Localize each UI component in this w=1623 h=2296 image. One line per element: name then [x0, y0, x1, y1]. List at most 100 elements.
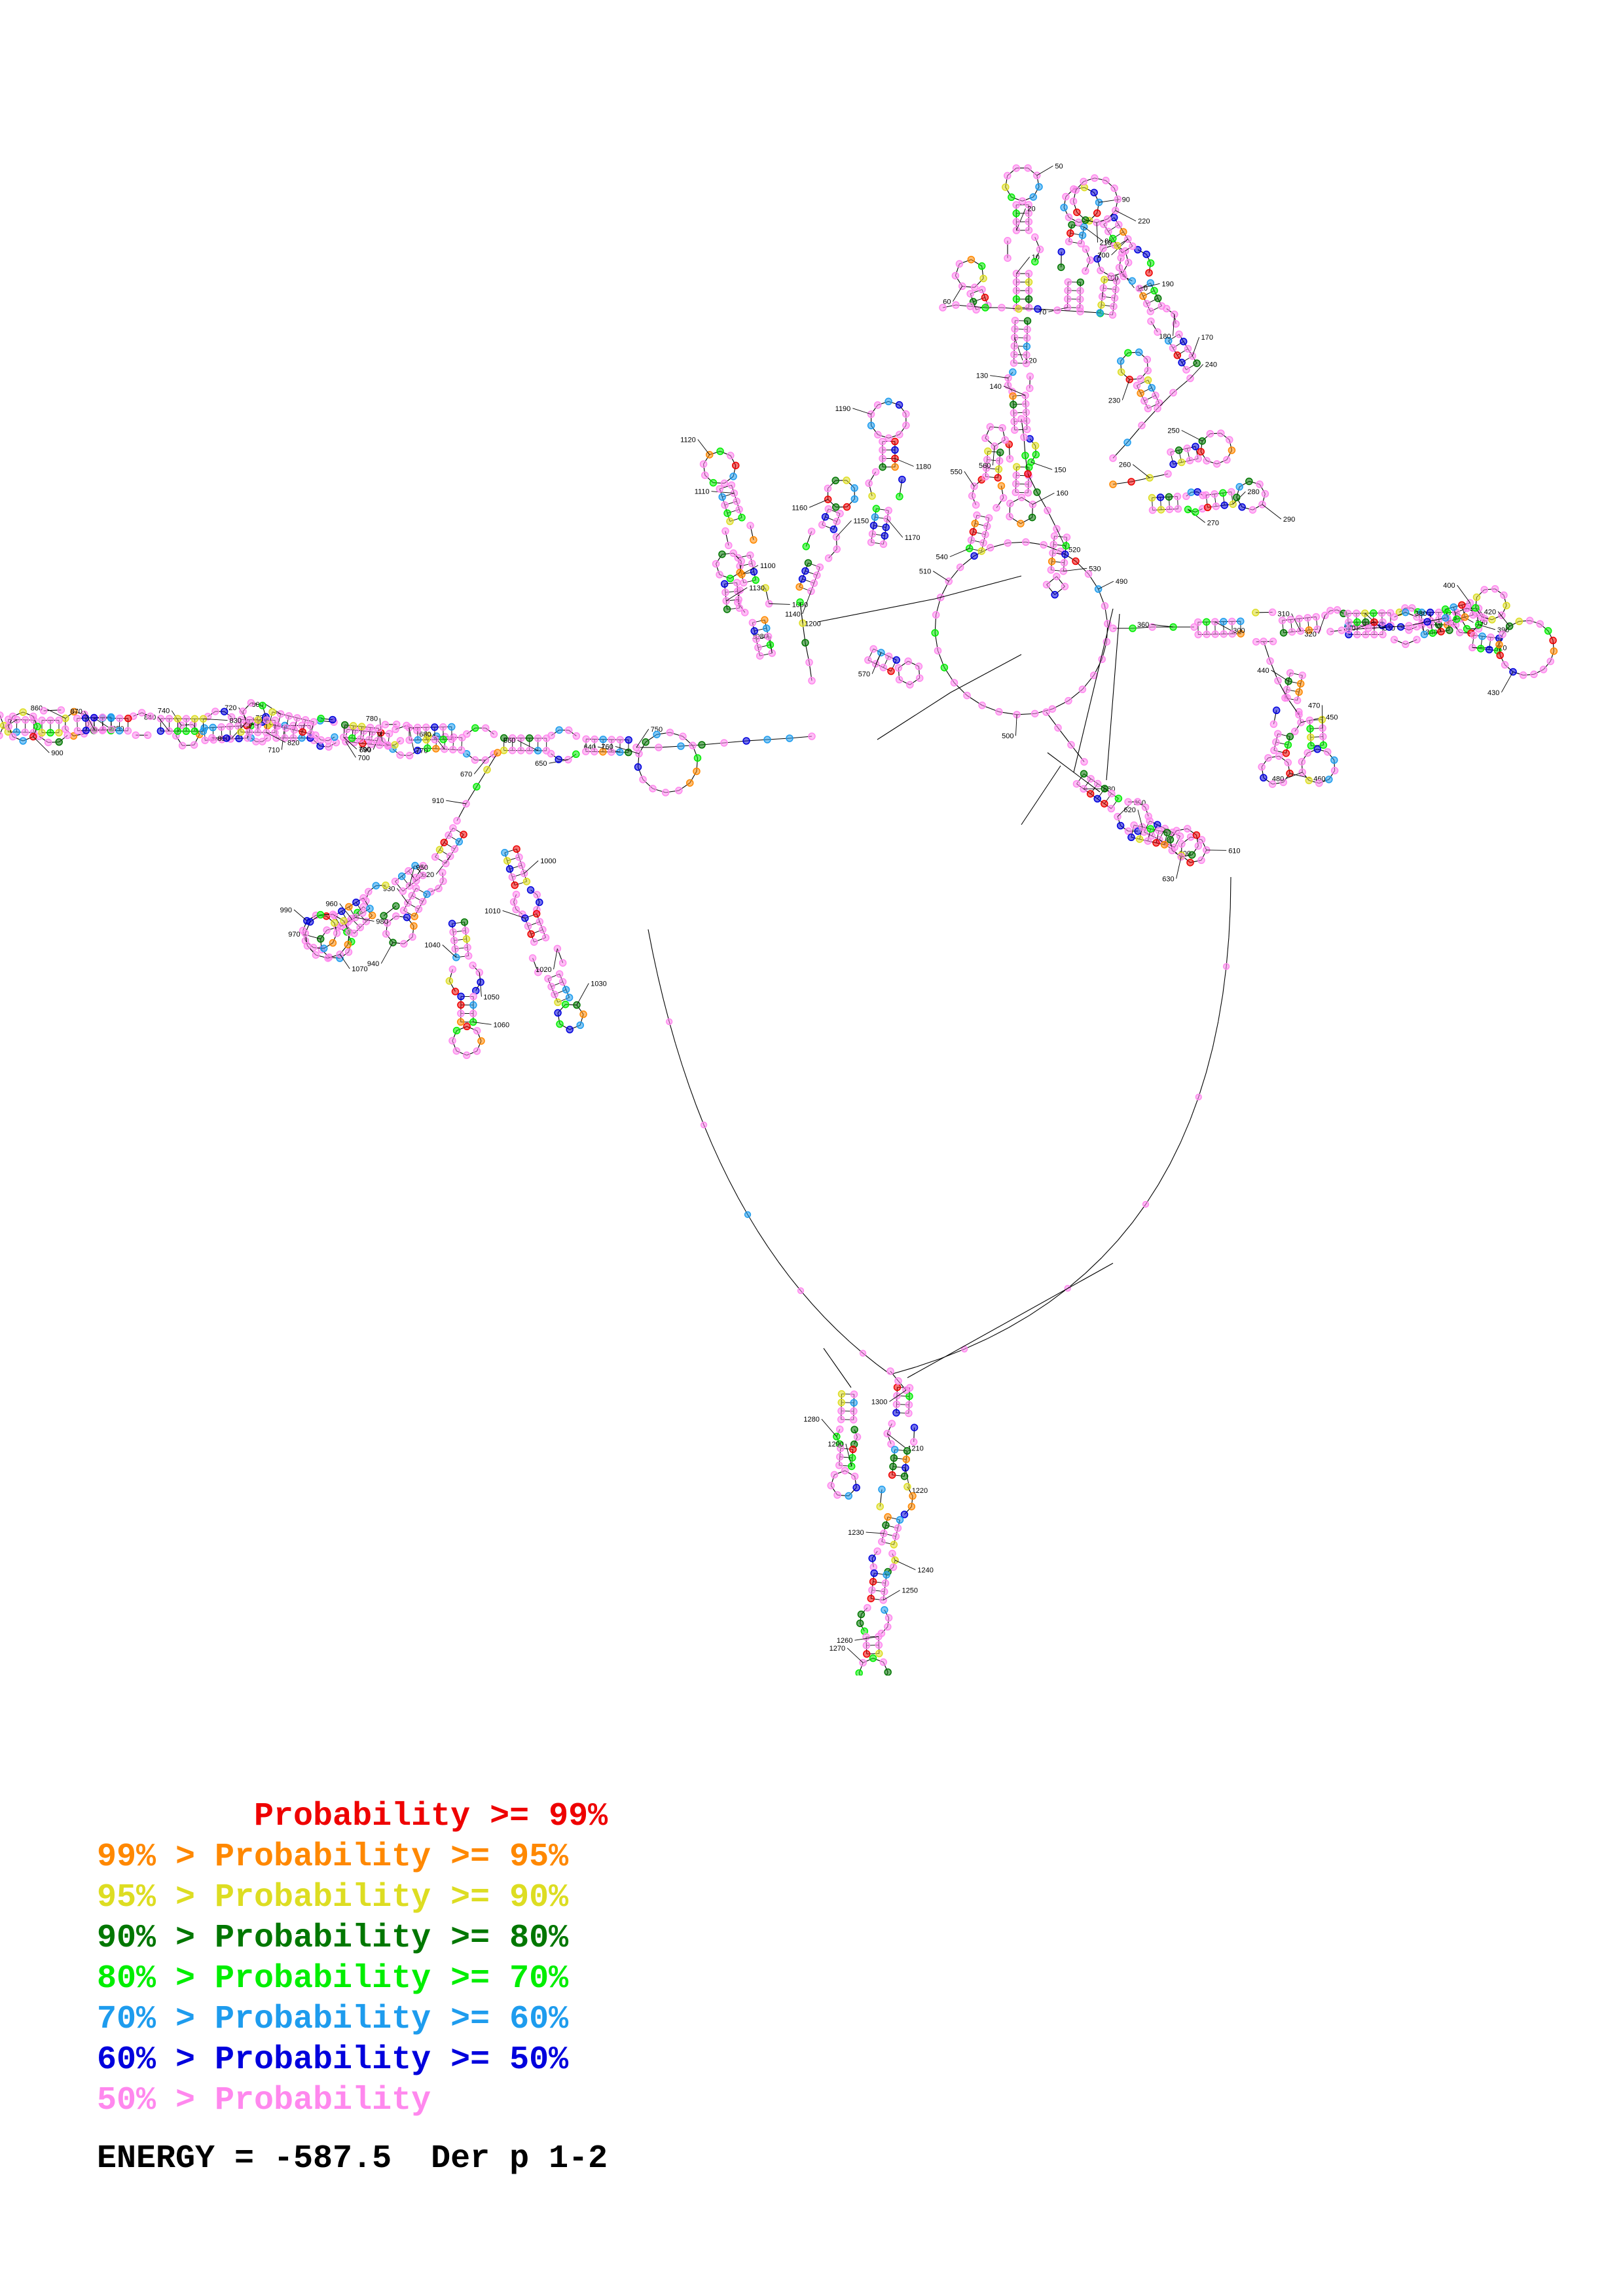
base-node	[805, 658, 813, 666]
base-node	[1319, 732, 1327, 741]
base-node	[290, 726, 299, 734]
base-node	[1144, 367, 1152, 374]
base-node	[1115, 264, 1123, 272]
base-node	[748, 560, 756, 567]
base-position-label: 520	[1068, 547, 1080, 554]
base-node	[55, 728, 63, 737]
base-node	[424, 744, 431, 752]
base-position-label: 230	[1108, 397, 1120, 404]
base-node	[512, 905, 520, 914]
base-node	[1379, 630, 1387, 639]
base-node	[511, 881, 519, 889]
base-node	[525, 747, 534, 755]
base-position-label: 440	[1257, 667, 1269, 675]
base-node	[1426, 608, 1434, 617]
base-node	[237, 728, 245, 736]
base-node	[1065, 238, 1073, 245]
backbone-segment	[1169, 1142, 1181, 1164]
backbone-segment	[576, 983, 589, 1005]
base-node	[46, 728, 54, 737]
base-node	[968, 492, 976, 500]
base-node	[1203, 457, 1211, 465]
base-node	[1093, 255, 1101, 263]
base-node	[1078, 231, 1087, 240]
base-node	[827, 1482, 835, 1490]
base-node	[107, 725, 116, 734]
backbone-segment	[894, 1560, 916, 1570]
base-position-label: 200	[1097, 252, 1109, 260]
base-position-label: 910	[432, 797, 444, 805]
base-node	[977, 262, 986, 270]
base-node	[1076, 287, 1084, 295]
base-node	[1148, 506, 1157, 514]
base-node	[735, 596, 742, 603]
base-node	[345, 928, 354, 936]
base-node	[1154, 404, 1161, 412]
base-node	[824, 484, 832, 492]
base-node	[940, 664, 949, 672]
base-node	[412, 876, 420, 885]
base-node	[1183, 825, 1192, 833]
base-node	[1114, 242, 1122, 250]
base-position-label: 170	[1201, 334, 1213, 342]
base-node	[1025, 278, 1033, 286]
base-node	[1006, 512, 1013, 521]
base-node	[1107, 272, 1115, 280]
base-node	[1101, 800, 1108, 808]
backbone-segment	[1057, 310, 1081, 312]
base-node	[1313, 745, 1321, 753]
base-position-label: 500	[1002, 732, 1013, 740]
base-node	[259, 738, 266, 745]
base-node	[73, 726, 82, 735]
base-node	[1417, 608, 1426, 617]
base-node	[455, 838, 464, 846]
base-node	[477, 978, 484, 986]
base-node	[1109, 234, 1117, 243]
base-position-label: 1020	[536, 966, 551, 974]
base-node	[1154, 295, 1162, 302]
base-node	[317, 715, 325, 723]
base-node	[1197, 448, 1205, 456]
base-node	[1012, 218, 1021, 226]
base-node	[312, 951, 320, 959]
base-node	[1266, 657, 1274, 665]
base-node	[1498, 611, 1506, 619]
base-node	[821, 512, 830, 521]
base-node	[412, 884, 420, 892]
base-node	[982, 464, 991, 473]
base-node	[1390, 636, 1398, 644]
base-node	[894, 664, 903, 672]
base-node	[508, 873, 517, 881]
base-node	[998, 424, 1006, 432]
base-node	[994, 474, 1002, 482]
backbone-segment	[894, 458, 914, 467]
base-node	[878, 1537, 886, 1546]
base-node	[738, 514, 746, 522]
base-node	[259, 702, 266, 709]
base-node	[981, 304, 989, 312]
base-node	[761, 584, 769, 592]
base-node	[870, 1569, 878, 1577]
base-node	[1133, 382, 1141, 389]
backbone-segment	[890, 1366, 917, 1375]
base-node	[896, 492, 903, 501]
base-node	[902, 422, 910, 429]
base-node	[555, 755, 562, 764]
base-node	[477, 1037, 485, 1045]
base-node	[1186, 859, 1194, 867]
backbone-segment	[852, 408, 871, 415]
base-position-label: 870	[71, 708, 82, 716]
base-node	[391, 878, 399, 886]
backbone-segment	[866, 1532, 884, 1534]
base-node	[892, 1408, 900, 1417]
base-node	[850, 495, 859, 503]
base-node	[721, 527, 729, 535]
base-node	[1295, 711, 1303, 719]
base-position-label: 610	[1228, 847, 1240, 855]
base-node	[1353, 609, 1360, 617]
base-node	[1455, 628, 1464, 637]
base-node	[1488, 616, 1496, 624]
base-node	[503, 857, 511, 865]
backbone-segment	[845, 1443, 852, 1467]
base-node	[915, 674, 924, 682]
